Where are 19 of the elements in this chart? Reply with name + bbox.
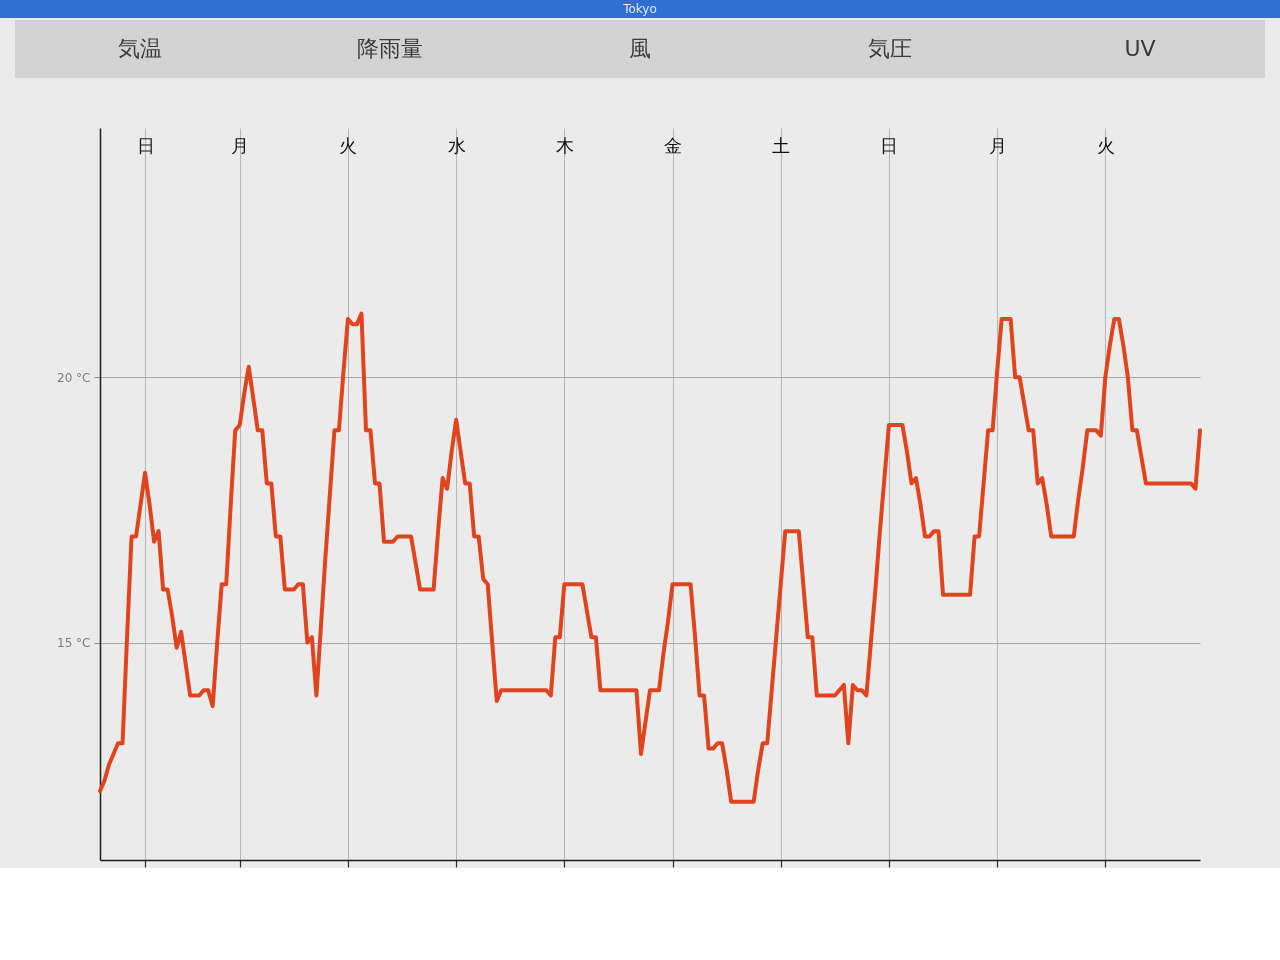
text: 降雨量: [357, 36, 423, 61]
line-series: [98, 311, 1202, 804]
y-tick-label: 20 °C: [57, 370, 91, 385]
x-tick-label: 水: [447, 134, 466, 156]
x-tick-label: 金: [664, 134, 683, 156]
x-tick-label: 土: [772, 134, 791, 156]
chart-title: Tokyo: [622, 2, 657, 16]
text: 気温: [118, 36, 162, 61]
x-tick-label: 火: [1096, 134, 1115, 156]
text: 気圧: [868, 36, 912, 61]
x-tick-label: 月: [988, 134, 1007, 156]
text: 風: [629, 36, 651, 61]
x-tick-label: 日: [136, 134, 155, 156]
text: UV: [1124, 36, 1156, 61]
x-tick-label: 火: [339, 134, 358, 156]
y-tick-label: 15 °C: [57, 636, 91, 651]
x-tick-label: 月: [231, 134, 250, 156]
x-tick-label: 木: [555, 134, 574, 156]
x-tick-label: 日: [880, 134, 899, 156]
